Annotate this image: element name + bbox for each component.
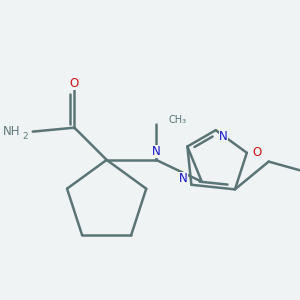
Text: 2: 2 bbox=[23, 132, 28, 141]
Text: O: O bbox=[70, 76, 79, 89]
Text: NH: NH bbox=[3, 125, 21, 138]
Text: N: N bbox=[179, 172, 188, 185]
Text: N: N bbox=[219, 130, 228, 142]
Text: CH₃: CH₃ bbox=[168, 115, 186, 125]
Text: O: O bbox=[252, 146, 261, 159]
Text: N: N bbox=[152, 146, 161, 158]
